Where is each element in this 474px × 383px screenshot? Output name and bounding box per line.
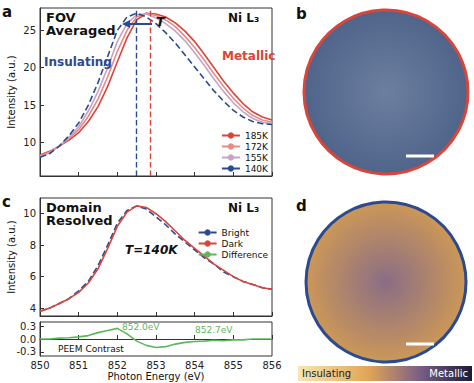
- svg-text:10: 10: [23, 137, 36, 148]
- svg-text:852: 852: [108, 360, 127, 371]
- svg-text:155K: 155K: [245, 153, 269, 163]
- svg-text:Metallic: Metallic: [429, 368, 468, 379]
- svg-text:856: 856: [262, 360, 281, 371]
- svg-text:Ni L₃: Ni L₃: [228, 201, 259, 215]
- svg-text:172K: 172K: [245, 142, 269, 152]
- svg-text:Insulating: Insulating: [44, 55, 112, 69]
- svg-text:a: a: [2, 3, 12, 21]
- svg-text:853: 853: [146, 360, 165, 371]
- svg-text:0.0: 0.0: [20, 334, 36, 345]
- svg-text:Intensity (a.u.): Intensity (a.u.): [6, 220, 17, 293]
- svg-text:6: 6: [30, 271, 36, 282]
- svg-text:b: b: [296, 5, 307, 23]
- svg-text:852.7eV: 852.7eV: [195, 325, 233, 335]
- svg-text:PEEM Contrast: PEEM Contrast: [58, 344, 124, 354]
- svg-text:Metallic: Metallic: [222, 49, 275, 63]
- svg-text:Insulating: Insulating: [302, 368, 351, 379]
- svg-text:140K: 140K: [245, 164, 269, 174]
- svg-text:185K: 185K: [245, 131, 269, 141]
- svg-text:15: 15: [23, 100, 36, 111]
- svg-text:855: 855: [224, 360, 243, 371]
- svg-text:FOV: FOV: [46, 10, 81, 25]
- svg-text:Bright: Bright: [222, 228, 250, 238]
- svg-text:4: 4: [30, 303, 36, 314]
- svg-text:25: 25: [23, 25, 36, 36]
- svg-text:0.3: 0.3: [20, 321, 36, 332]
- svg-text:851: 851: [69, 360, 88, 371]
- svg-text:Ni L₃: Ni L₃: [228, 11, 259, 25]
- svg-text:Intensity (a.u.): Intensity (a.u.): [6, 55, 17, 128]
- svg-text:c: c: [2, 193, 11, 211]
- svg-text:Difference: Difference: [222, 250, 269, 260]
- svg-text:d: d: [296, 197, 307, 215]
- svg-text:854: 854: [185, 360, 204, 371]
- svg-text:852.0eV: 852.0eV: [122, 322, 160, 332]
- svg-text:Averaged: Averaged: [46, 23, 116, 38]
- svg-text:Dark: Dark: [222, 239, 244, 249]
- svg-text:Photon Energy (eV): Photon Energy (eV): [107, 371, 204, 382]
- svg-text:850: 850: [30, 360, 49, 371]
- svg-text:T=140K: T=140K: [125, 243, 179, 257]
- svg-text:Domain: Domain: [46, 200, 107, 215]
- svg-text:10: 10: [23, 208, 36, 219]
- svg-text:-0.3: -0.3: [16, 346, 36, 357]
- svg-text:8: 8: [30, 240, 36, 251]
- svg-text:20: 20: [23, 62, 36, 73]
- svg-text:Resolved: Resolved: [46, 213, 113, 228]
- svg-text:T: T: [156, 14, 166, 29]
